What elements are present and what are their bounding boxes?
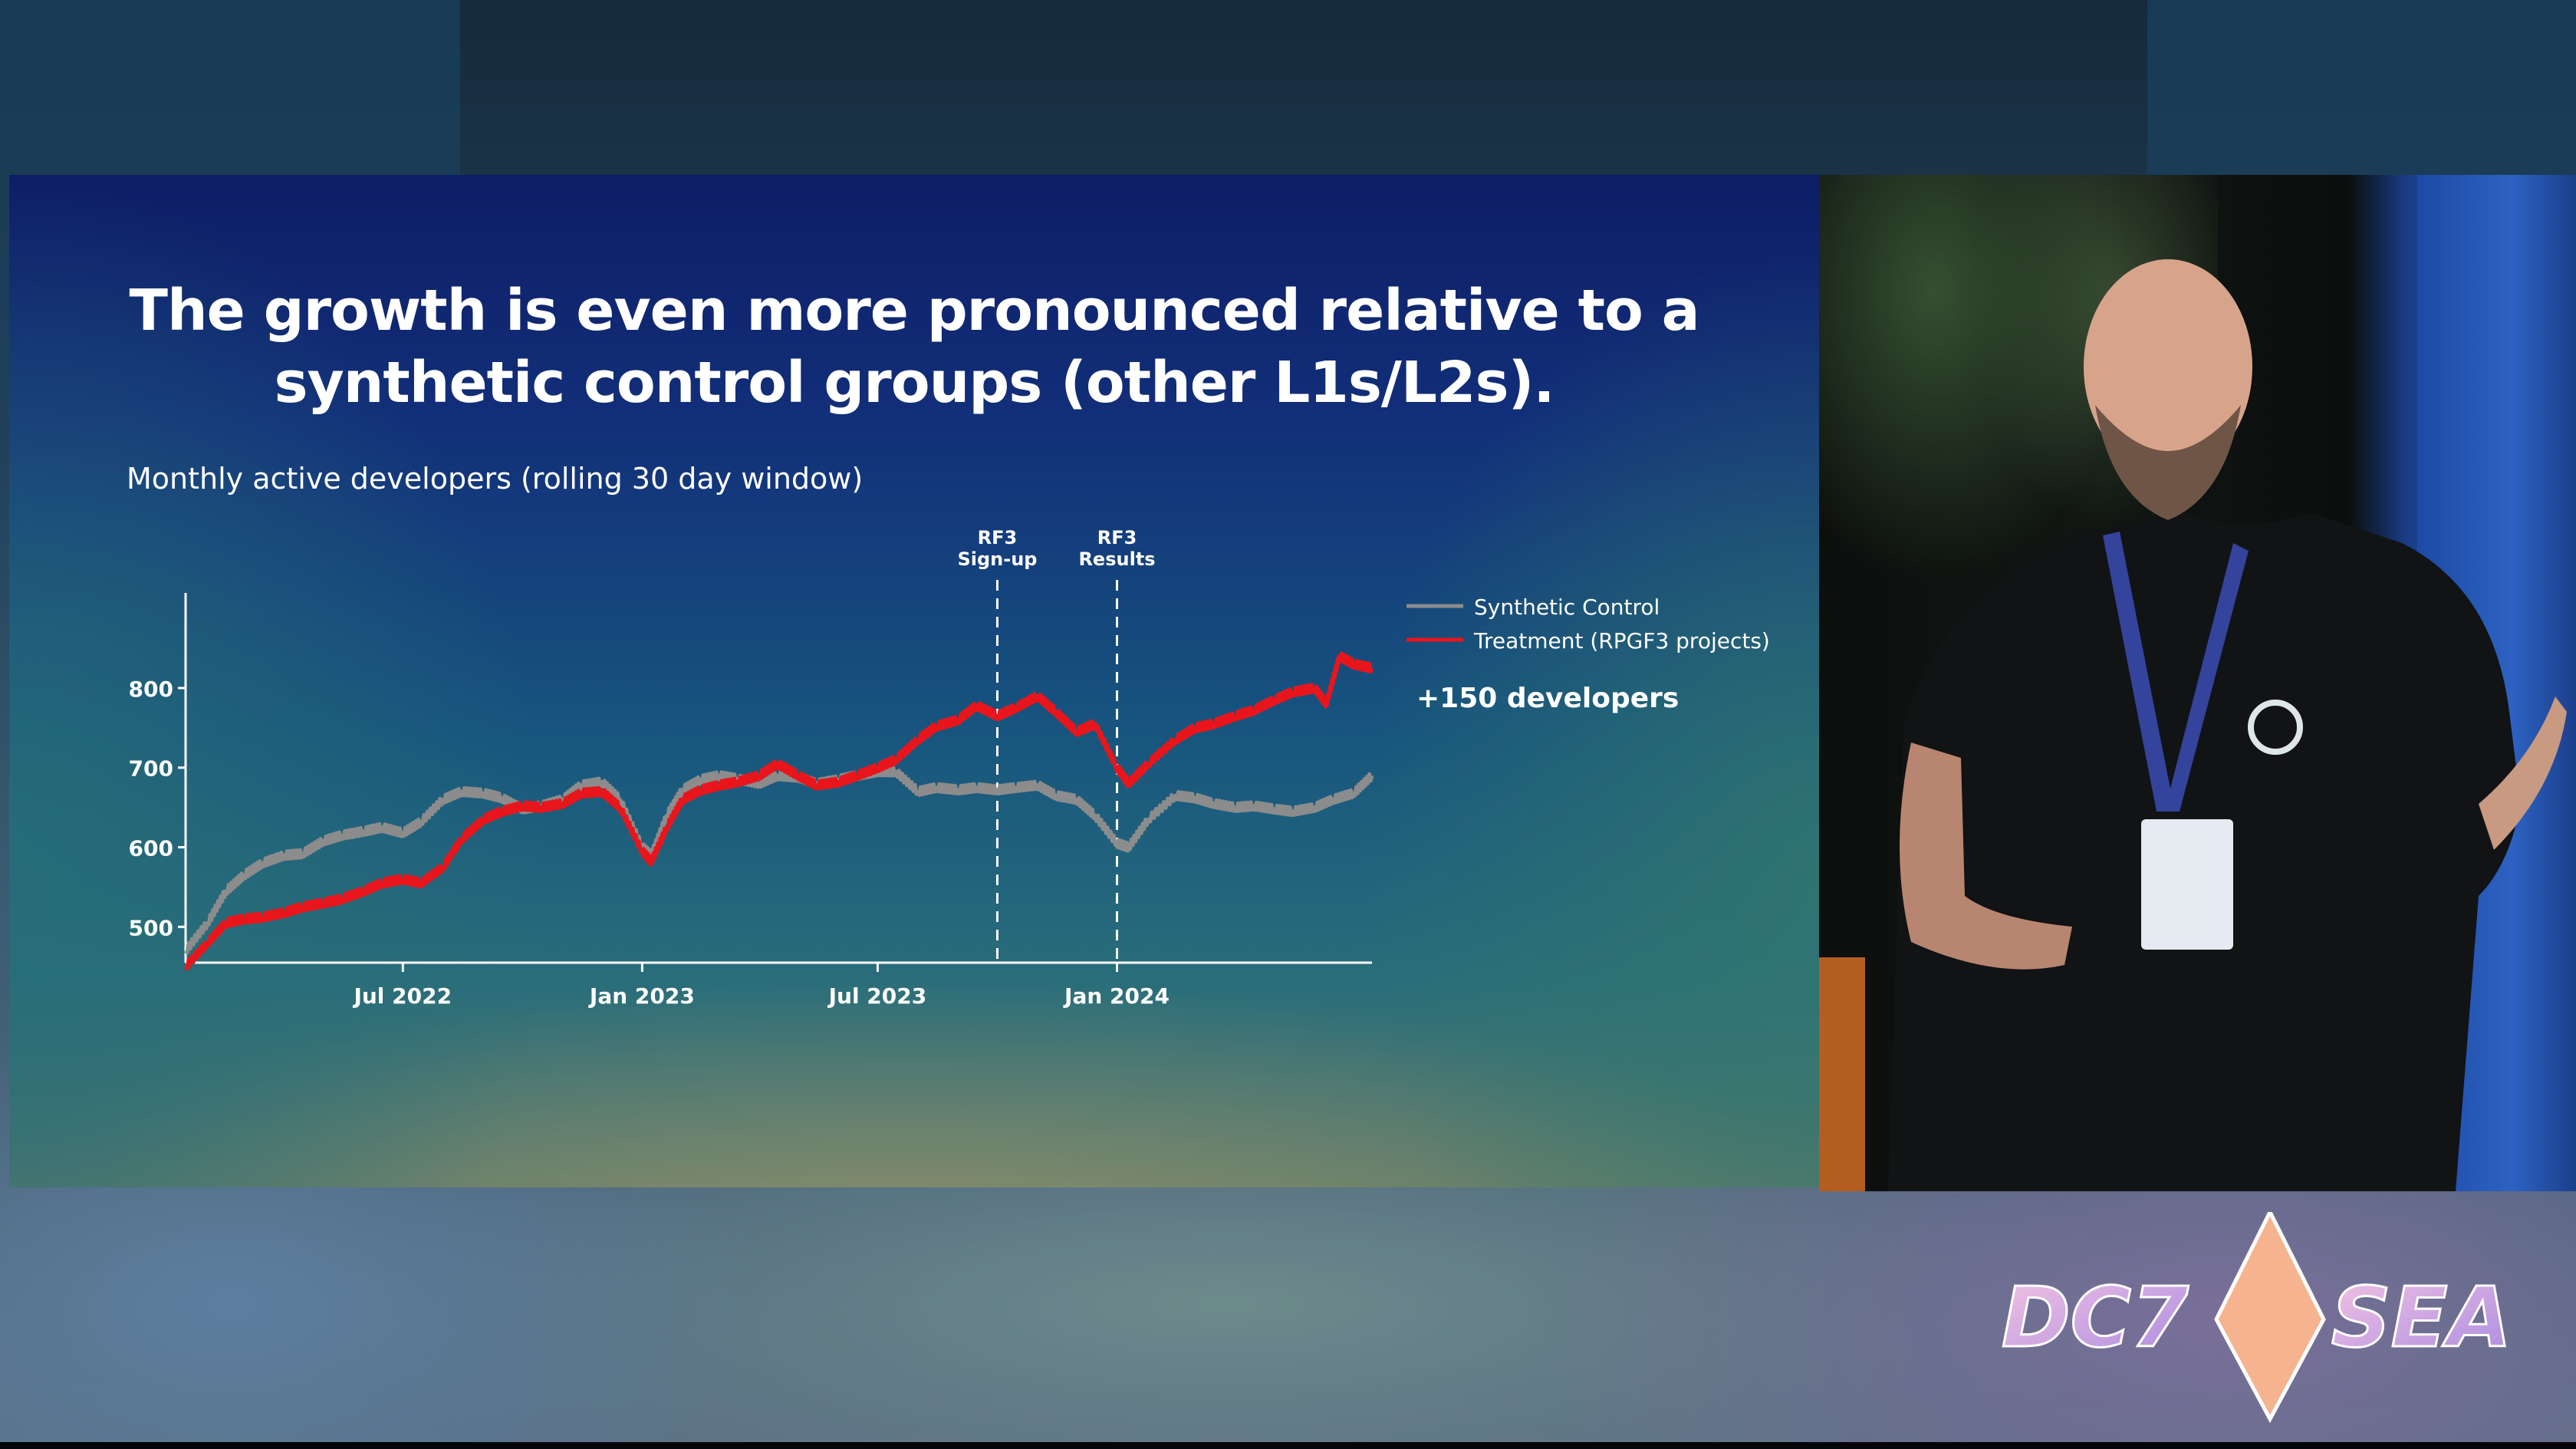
- slide-title-line-1: The growth is even more pronounced relat…: [129, 278, 1699, 344]
- speaker-lanyard: [2103, 532, 2249, 812]
- legend-label: Synthetic Control: [1474, 594, 1660, 620]
- event-marker-label: Results: [1078, 548, 1155, 570]
- planter: [1819, 957, 1865, 1191]
- event-marker-label: Sign-up: [957, 548, 1037, 570]
- presentation-slide: The growth is even more pronounced relat…: [9, 175, 1819, 1187]
- y-tick-label: 500: [129, 915, 173, 940]
- x-tick-label: Jan 2023: [588, 983, 695, 1009]
- y-tick-label: 800: [129, 677, 173, 702]
- event-marker-label: RF3: [978, 527, 1018, 548]
- y-tick-label: 600: [129, 836, 173, 861]
- speaker-camera-feed: [1819, 175, 2576, 1191]
- logo-text-dc7: DC7: [2002, 1270, 2189, 1366]
- speaker-left-arm: [1900, 743, 2072, 970]
- dc7-sea-logo: DC7 SEA: [2002, 1212, 2513, 1424]
- slide-title: The growth is even more pronounced relat…: [9, 275, 1819, 419]
- slide-title-line-2: synthetic control groups (other L1s/L2s)…: [274, 350, 1554, 416]
- logo-text-sea: SEA: [2331, 1270, 2512, 1366]
- developer-gain-annotation: +150 developers: [1416, 683, 1679, 714]
- chart-legend: Synthetic Control Treatment (RPGF3 projec…: [1406, 594, 1770, 654]
- series-line-synthetic: [184, 766, 1374, 955]
- chart-subtitle: Monthly active developers (rolling 30 da…: [127, 462, 864, 496]
- stage-top-backdrop: [460, 0, 2147, 176]
- x-tick-label: Jan 2024: [1063, 983, 1170, 1009]
- speaker-badge: [2141, 819, 2233, 950]
- x-tick-label: Jul 2023: [827, 983, 927, 1009]
- event-marker-label: RF3: [1097, 527, 1137, 548]
- line-chart: 500 600 700 800 Jul 2022 Jan 2023 Jul 2023 Jan …: [129, 527, 1770, 1009]
- speaker-right-arm: [2479, 697, 2567, 850]
- legend-label: Treatment (RPGF3 projects): [1473, 628, 1770, 654]
- shirt-logo-icon: [2248, 700, 2303, 755]
- chart-ticks: 500 600 700 800 Jul 2022 Jan 2023 Jul 2023 Jan …: [129, 677, 1170, 1009]
- speaker: [1888, 259, 2567, 1191]
- speaker-head: [2084, 259, 2252, 474]
- ethereum-lotus-icon: [2214, 1212, 2326, 1424]
- chart-axes: [184, 593, 1372, 964]
- speaker-beard: [2095, 405, 2241, 520]
- x-tick-label: Jul 2022: [352, 983, 452, 1009]
- y-tick-label: 700: [129, 756, 173, 782]
- chart-series: [184, 651, 1374, 971]
- video-bottom-bar: [0, 1442, 2576, 1449]
- series-line-treatment: [184, 651, 1374, 971]
